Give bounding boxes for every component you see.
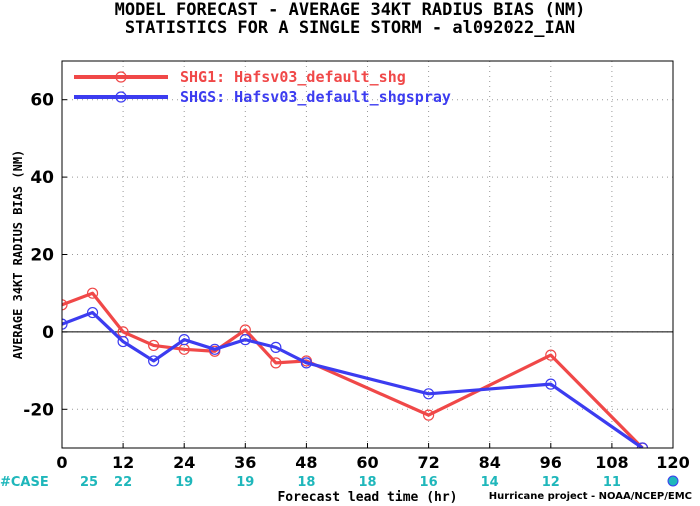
x-tick-label: 12 <box>112 453 134 472</box>
data-point <box>239 334 251 346</box>
legend-swatch-marker <box>115 71 127 83</box>
data-point <box>545 378 557 390</box>
data-point <box>86 287 99 299</box>
case-marker-icon <box>667 475 679 487</box>
y-axis-label: AVERAGE 34KT RADIUS BIAS (NM) <box>11 150 25 360</box>
data-point <box>62 318 68 330</box>
x-tick-label: 84 <box>479 453 501 472</box>
y-tick-label: 0 <box>42 323 54 343</box>
series-layer <box>62 287 649 448</box>
data-point <box>545 349 557 361</box>
chart-subtitle: STATISTICS FOR A SINGLE STORM - al092022… <box>124 18 576 38</box>
y-tick-label: -20 <box>23 400 54 420</box>
case-label: #CASE <box>0 475 49 490</box>
case-count: 14 <box>481 475 499 490</box>
legend: SHG1: Hafsv03_default_shg SHGS: Hafsv03_d… <box>74 68 451 106</box>
case-counts: 25 22 19 19 18 18 16 14 12 11 <box>80 475 679 490</box>
data-point <box>270 357 282 369</box>
case-count: 19 <box>175 475 193 490</box>
data-point <box>423 409 435 421</box>
case-count: 18 <box>297 475 315 490</box>
case-count: 25 <box>80 475 98 490</box>
series-line-2 <box>62 310 644 448</box>
x-tick-label: 24 <box>173 453 195 472</box>
legend-label: SHGS: Hafsv03_default_shgspray <box>180 88 451 106</box>
case-count: 11 <box>603 475 621 490</box>
data-point <box>62 299 68 311</box>
data-point <box>148 355 160 367</box>
data-point <box>117 335 129 348</box>
case-count: 18 <box>358 475 376 490</box>
y-tick-label: 40 <box>30 168 54 188</box>
x-tick-label: 72 <box>417 453 439 472</box>
x-tick-label: 96 <box>540 453 562 472</box>
data-point <box>270 341 282 353</box>
case-count: 12 <box>542 475 560 490</box>
x-tick-label: 60 <box>356 453 378 472</box>
chart-title: MODEL FORECAST - AVERAGE 34KT RADIUS BIA… <box>114 0 586 20</box>
x-axis-label: Forecast lead time (hr) <box>277 490 457 505</box>
x-tick-label: 36 <box>234 453 256 472</box>
x-tick-label: 48 <box>295 453 317 472</box>
x-tick-label: 120 <box>656 453 689 472</box>
x-tick-label: 0 <box>56 453 67 472</box>
y-tick-labels: -20 0 20 40 60 <box>23 91 67 420</box>
y-tick-label: 60 <box>30 91 54 111</box>
footer-credit: Hurricane project - NOAA/NCEP/EMC <box>488 491 692 502</box>
data-point <box>86 306 99 319</box>
grid <box>62 61 673 448</box>
data-point <box>148 339 160 352</box>
data-point <box>423 388 435 400</box>
case-count: 22 <box>114 475 132 490</box>
case-count: 16 <box>420 475 438 490</box>
y-tick-label: 20 <box>30 246 54 266</box>
data-point <box>178 334 190 346</box>
x-tick-labels: 0 12 24 36 48 60 72 84 96 108 120 <box>56 443 690 472</box>
legend-swatch-marker <box>115 91 127 103</box>
data-point <box>209 343 221 355</box>
case-count: 19 <box>236 475 254 490</box>
data-point <box>300 357 312 369</box>
series-line-1 <box>62 291 644 448</box>
data-point <box>636 442 649 448</box>
legend-label: SHG1: Hafsv03_default_shg <box>180 68 406 86</box>
x-tick-label: 108 <box>595 453 628 472</box>
